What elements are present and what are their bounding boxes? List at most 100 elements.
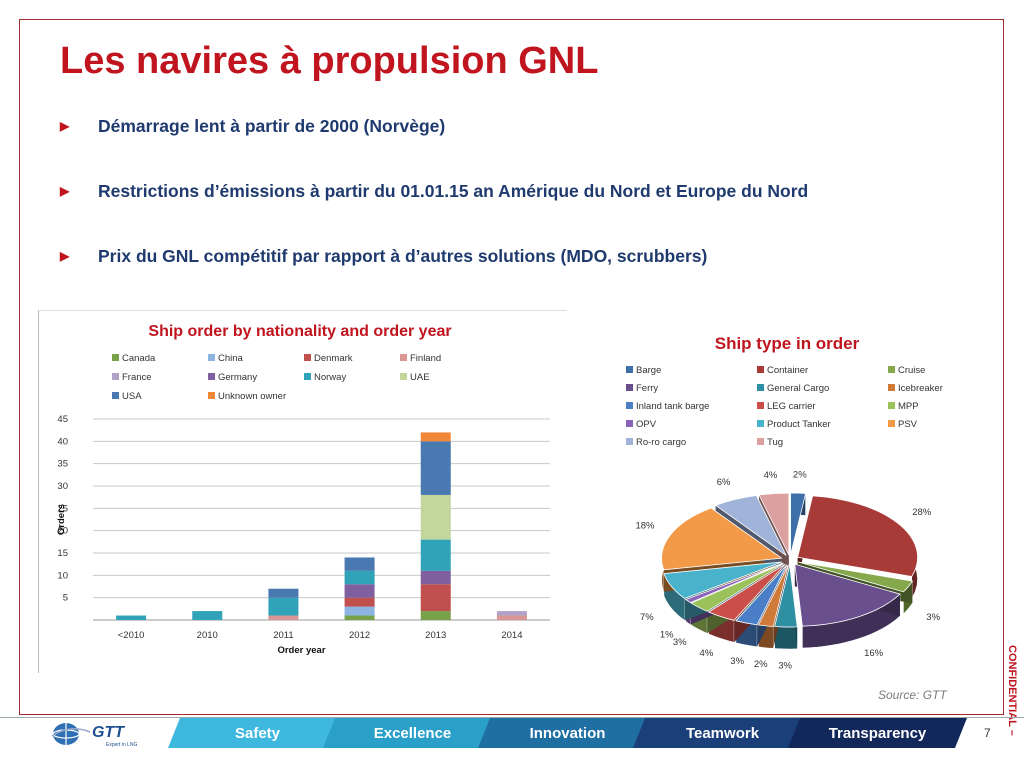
- footer-tab-excellence: Excellence: [323, 718, 502, 748]
- bar-segment: [496, 611, 527, 616]
- footer-tab-bg: [478, 718, 657, 748]
- pie-legend-label: Inland tank barge: [636, 401, 709, 412]
- pie-legend-swatch: [888, 402, 895, 409]
- bullet-3-text: Prix du GNL compétitif par rapport à d’a…: [98, 246, 708, 266]
- bar-segment: [268, 588, 299, 598]
- pie-slice: [774, 564, 798, 628]
- pie-slice: [794, 563, 901, 627]
- legend-label: UAE: [410, 372, 430, 383]
- gtt-logo: GTT Expert in LNG: [51, 723, 138, 748]
- footer-tab-label: Teamwork: [686, 725, 760, 742]
- pie-slice: [661, 507, 783, 571]
- footer-tab-label: Safety: [235, 725, 281, 742]
- pie-legend-swatch: [757, 438, 764, 445]
- legend-label: USA: [122, 391, 142, 402]
- pie-slice: [690, 563, 784, 612]
- slide-frame: [19, 19, 1004, 715]
- svg-text:GTT: GTT: [92, 724, 125, 741]
- pie-data-label: 3%: [778, 661, 792, 670]
- footer-tab-teamwork: Teamwork: [633, 718, 812, 748]
- pie-legend-swatch: [757, 366, 764, 373]
- bar-segment: [116, 615, 147, 620]
- legend-swatch: [208, 392, 215, 399]
- pie-data-label: 1%: [660, 629, 674, 640]
- pie-legend-swatch: [888, 384, 895, 391]
- footer-tab-label: Transparency: [829, 725, 927, 742]
- pie-data-label: 28%: [912, 507, 932, 518]
- footer-tab-safety: Safety: [168, 718, 347, 748]
- pie-legend-swatch: [626, 384, 633, 391]
- legend-swatch: [112, 373, 119, 380]
- pie-data-label: 7%: [640, 612, 654, 623]
- pie-legend-swatch: [757, 420, 764, 427]
- pie-slice: [663, 561, 782, 599]
- bullet-3: ▶ Prix du GNL compétitif par rapport à d’…: [60, 246, 707, 267]
- pie-legend-swatch: [626, 420, 633, 427]
- x-tick-label: 2014: [501, 630, 522, 641]
- footer-tab-innovation: Innovation: [478, 718, 657, 748]
- pie-legend-label: MPP: [898, 401, 919, 412]
- pie-legend-label: Ro-ro cargo: [636, 437, 686, 448]
- pie-legend-label: LEG carrier: [767, 401, 816, 412]
- bar-segment: [420, 432, 451, 442]
- bullet-1-text: Démarrage lent à partir de 2000 (Norvège…: [98, 116, 446, 136]
- bar-segment: [268, 597, 299, 616]
- legend-label: Norway: [314, 372, 346, 383]
- svg-text:Expert in LNG: Expert in LNG: [106, 742, 138, 748]
- pie-legend-label: Barge: [636, 365, 661, 376]
- bar-segment: [496, 615, 527, 620]
- pie-legend-swatch: [626, 402, 633, 409]
- pie-legend-swatch: [888, 366, 895, 373]
- legend-label: Canada: [122, 353, 156, 364]
- bar-segment: [344, 570, 375, 585]
- y-tick-label: 15: [57, 548, 68, 559]
- pie-chart-title: Ship type in order: [715, 334, 860, 353]
- pie-legend-label: OPV: [636, 419, 657, 430]
- bar-segment: [420, 494, 451, 540]
- pie-legend-label: Icebreaker: [898, 383, 943, 394]
- legend-label: China: [218, 353, 244, 364]
- bar-segment: [268, 615, 299, 620]
- footer-value-tabs: Safety Excellence Innovation Teamwork Transp…: [168, 718, 967, 748]
- pie-slice: [790, 492, 807, 556]
- pie-data-label: 2%: [793, 470, 807, 481]
- y-tick-label: 35: [57, 459, 68, 470]
- footer-tab-bg: [323, 718, 502, 748]
- bar-chart-title: Ship order by nationality and order year: [148, 323, 451, 340]
- x-axis-label: Order year: [277, 645, 325, 656]
- pie-legend-swatch: [626, 366, 633, 373]
- pie-legend-swatch: [757, 384, 764, 391]
- pie-legend-swatch: [757, 402, 764, 409]
- bullet-2-text: Restrictions d’émissions à partir du 01.…: [98, 181, 809, 201]
- footer-divider: [0, 717, 1024, 718]
- legend-swatch: [304, 373, 311, 380]
- legend-label: France: [122, 372, 152, 383]
- pie-legend-label: Ferry: [636, 383, 658, 394]
- y-tick-label: 45: [57, 414, 68, 425]
- legend-swatch: [208, 373, 215, 380]
- bullet-2: ▶ Restrictions d’émissions à partir du 01…: [60, 181, 808, 202]
- bar-segment: [344, 597, 375, 607]
- bar-segment: [344, 557, 375, 571]
- pie-data-label: 3%: [673, 637, 687, 648]
- pie-data-label: 18%: [635, 520, 655, 531]
- bar-segment: [344, 584, 375, 598]
- pie-legend-swatch: [888, 420, 895, 427]
- source-note: Source: GTT: [878, 688, 947, 702]
- legend-swatch: [112, 392, 119, 399]
- slide-title: Les navires à propulsion GNL: [60, 40, 599, 82]
- page-number: 7: [984, 726, 991, 740]
- confidential-label: CONFIDENTIAL –: [1006, 645, 1018, 736]
- footer-tab-bg: [168, 718, 347, 748]
- footer-tab-transparency: Transparency: [788, 718, 967, 748]
- legend-swatch: [112, 354, 119, 361]
- pie-data-label: 2%: [754, 659, 768, 670]
- x-tick-label: 2013: [425, 630, 446, 641]
- legend-label: Unknown owner: [218, 391, 286, 402]
- x-tick-label: 2012: [349, 630, 370, 641]
- y-axis-label: Orders: [56, 504, 67, 535]
- x-tick-label: 2011: [273, 630, 293, 641]
- y-tick-label: 25: [57, 503, 68, 514]
- legend-label: Finland: [410, 353, 441, 364]
- bar-segment: [344, 615, 375, 620]
